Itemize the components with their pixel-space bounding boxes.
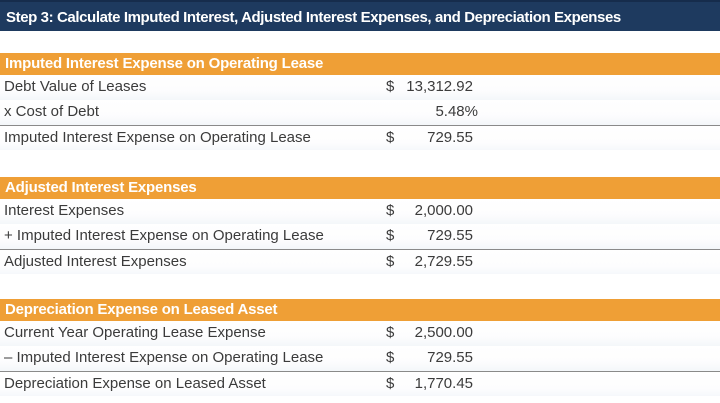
currency-symbol: $ [386,324,395,341]
table-row: + Imputed Interest Expense on Operating … [0,224,720,249]
section-header-label: Depreciation Expense on Leased Asset [5,301,278,318]
row-label: x Cost of Debt [4,103,100,120]
title-bar: Step 3: Calculate Imputed Interest, Adju… [0,0,720,31]
table-row: Debt Value of Leases $ 13,312.92 [0,75,720,100]
row-amount: 2,000.00 [414,202,473,219]
row-amount: 2,500.00 [414,324,473,341]
row-amount: 5.48% [435,103,478,120]
table-row-total: Imputed Interest Expense on Operating Le… [0,125,720,150]
row-label: + Imputed Interest Expense on Operating … [4,227,324,244]
table-row-total: Adjusted Interest Expenses $ 2,729.55 [0,249,720,274]
currency-symbol: $ [386,349,395,366]
section-header: Depreciation Expense on Leased Asset [0,299,720,321]
table-row: x Cost of Debt 5.48% [0,100,720,125]
section-depreciation: Depreciation Expense on Leased Asset Cur… [0,299,720,396]
currency-symbol: $ [386,78,395,95]
currency-symbol: $ [386,202,395,219]
section-header-label: Adjusted Interest Expenses [5,179,197,196]
row-amount: 2,729.55 [414,253,473,270]
section-header-label: Imputed Interest Expense on Operating Le… [5,55,324,72]
row-amount: 729.55 [427,227,473,244]
row-label: Imputed Interest Expense on Operating Le… [4,129,311,146]
row-label: Debt Value of Leases [4,78,147,95]
row-amount: 1,770.45 [414,375,473,392]
row-label: Interest Expenses [4,202,125,219]
section-imputed-interest: Imputed Interest Expense on Operating Le… [0,53,720,150]
row-label: – Imputed Interest Expense on Operating … [4,349,324,366]
currency-symbol: $ [386,375,395,392]
row-amount: 729.55 [427,129,473,146]
table-row: – Imputed Interest Expense on Operating … [0,346,720,371]
section-header: Adjusted Interest Expenses [0,177,720,199]
page-title: Step 3: Calculate Imputed Interest, Adju… [6,9,621,26]
row-label: Adjusted Interest Expenses [4,253,187,270]
section-header: Imputed Interest Expense on Operating Le… [0,53,720,75]
section-adjusted-interest: Adjusted Interest Expenses Interest Expe… [0,177,720,274]
currency-symbol: $ [386,129,395,146]
table-row-total: Depreciation Expense on Leased Asset $ 1… [0,371,720,396]
row-amount: 13,312.92 [406,78,473,95]
currency-symbol: $ [386,227,395,244]
row-label: Current Year Operating Lease Expense [4,324,266,341]
currency-symbol: $ [386,253,395,270]
table-row: Interest Expenses $ 2,000.00 [0,199,720,224]
table-row: Current Year Operating Lease Expense $ 2… [0,321,720,346]
row-label: Depreciation Expense on Leased Asset [4,375,266,392]
row-amount: 729.55 [427,349,473,366]
